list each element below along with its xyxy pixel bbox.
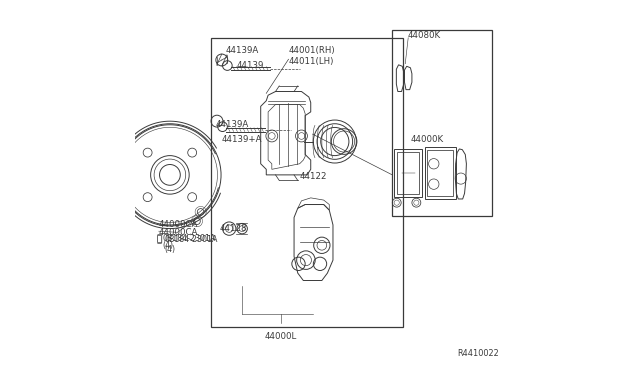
Bar (424, 147, 456, 199)
Text: 44000L: 44000L (265, 331, 297, 341)
Text: 44000CA: 44000CA (159, 221, 198, 230)
Text: 44139+A: 44139+A (222, 135, 262, 144)
Bar (397, 152, 419, 194)
Text: 44122: 44122 (300, 172, 327, 181)
Text: 0B184-2301A: 0B184-2301A (162, 234, 216, 243)
Text: 44000K: 44000K (411, 135, 444, 144)
Text: R4410022: R4410022 (457, 349, 499, 358)
Bar (394, 149, 422, 197)
Text: (4): (4) (162, 241, 173, 250)
Bar (392, 31, 492, 216)
Text: (4): (4) (164, 244, 175, 253)
Text: 0B184-2301A: 0B184-2301A (164, 235, 218, 244)
Text: Ⓑ: Ⓑ (156, 234, 162, 243)
Bar (211, 38, 403, 327)
Text: 44139A: 44139A (216, 121, 249, 129)
Text: 44000CA: 44000CA (159, 228, 198, 237)
Text: 44080K: 44080K (407, 31, 440, 41)
Text: 44139A: 44139A (225, 46, 259, 55)
Text: 44011(LH): 44011(LH) (289, 57, 334, 66)
Text: Ⓑ: Ⓑ (156, 235, 161, 244)
Text: 44139: 44139 (237, 61, 264, 70)
Text: 44001(RH): 44001(RH) (289, 46, 335, 55)
Text: 44128: 44128 (219, 224, 246, 233)
Bar (428, 150, 453, 196)
